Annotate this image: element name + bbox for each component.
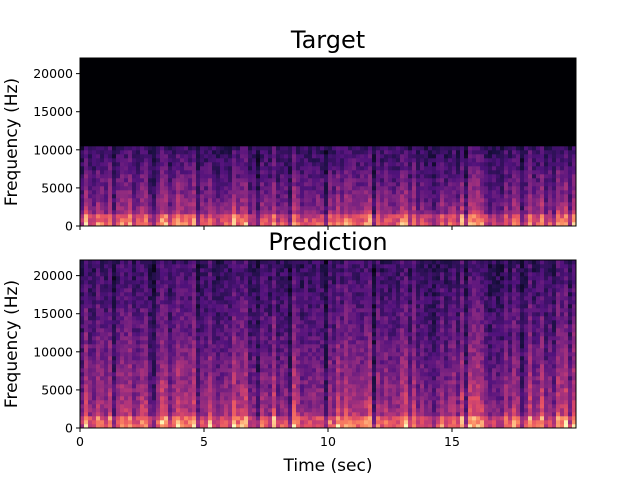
target-ylabel: Frequency (Hz) [2,78,22,206]
ytick-label: 20000 [33,268,73,283]
target-yticks: 0 5000 10000 15000 20000 [33,66,80,234]
ytick-label: 5000 [41,180,73,195]
target-panel: Target 0 5000 10000 15000 20000 Frequency (H… [2,26,577,234]
xtick-label: 10 [320,434,336,449]
prediction-spectrogram [80,260,577,429]
prediction-ylabel: Frequency (Hz) [2,280,22,408]
prediction-xlabel: Time (sec) [283,456,373,476]
ytick-label: 20000 [33,66,73,81]
prediction-xticks: 0 5 10 15 [76,428,460,449]
ytick-label: 0 [65,219,73,234]
target-spectrogram [80,58,577,227]
target-title: Target [290,26,365,54]
ytick-label: 0 [65,421,73,436]
ytick-label: 15000 [33,306,73,321]
ytick-label: 15000 [33,104,73,119]
prediction-yticks: 0 5000 10000 15000 20000 [33,268,80,436]
xtick-label: 15 [444,434,460,449]
target-xticks [79,226,453,230]
ytick-label: 10000 [33,344,73,359]
xtick-label: 0 [76,434,84,449]
xtick-label: 5 [200,434,208,449]
prediction-panel: Prediction 0 5000 10000 15000 20000 0 5 10 15 F… [2,228,577,476]
ytick-label: 10000 [33,142,73,157]
ytick-label: 5000 [41,382,73,397]
prediction-title: Prediction [268,228,387,256]
